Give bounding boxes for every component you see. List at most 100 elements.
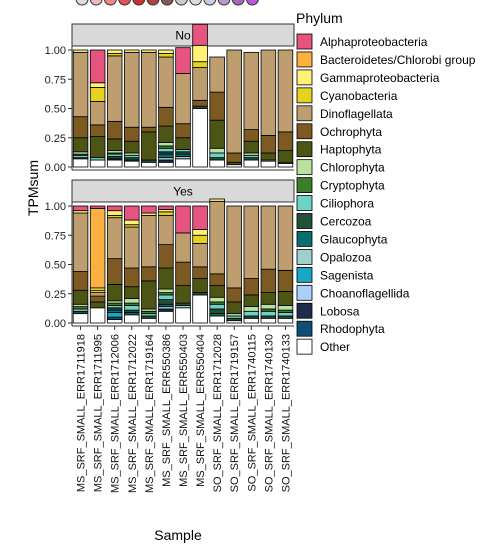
x-tick-label: MS_SRF_SMALL_ERR550403 — [178, 334, 190, 487]
legend-swatch — [296, 231, 313, 247]
bar-segment — [106, 312, 123, 318]
x-axis-title: Sample — [154, 527, 202, 543]
legend-label: Sagenista — [320, 268, 374, 282]
bar-segment — [243, 140, 260, 154]
bar-segment — [175, 285, 191, 304]
top-dot — [245, 0, 259, 6]
bar-segment — [277, 317, 294, 324]
bar-segment — [141, 131, 157, 161]
legend-label: Lobosa — [320, 304, 360, 318]
bar-segment — [243, 317, 260, 324]
bar-segment — [209, 273, 225, 286]
legend-label: Cyanobacteria — [320, 89, 398, 103]
top-dot — [217, 0, 231, 6]
legend-label: Ochrophyta — [320, 125, 382, 139]
y-tick-label: 0.25 — [45, 289, 66, 301]
bar-segment — [277, 49, 294, 133]
y-tick-label: 0.00 — [45, 318, 66, 330]
legend-label: Other — [320, 340, 350, 354]
x-tick-label: MS_SRF_SMALL_ERR1711918 — [76, 334, 88, 492]
bar-segment — [158, 153, 174, 159]
bar-segment — [72, 289, 89, 305]
legend-item: Lobosa — [296, 302, 360, 319]
bar-segment — [192, 99, 208, 107]
y-tick-label: 0.75 — [45, 230, 66, 242]
legend-swatch — [296, 51, 313, 68]
legend-swatch — [296, 105, 313, 122]
bar-segment — [89, 101, 106, 126]
bar-segment — [209, 200, 225, 275]
bar-segment — [72, 205, 89, 212]
bar-segment — [158, 299, 174, 305]
bar-segment — [89, 159, 106, 168]
legend-label: Bacteroidetes/Chlorobi group — [320, 53, 476, 67]
bar-segment — [124, 140, 140, 154]
top-dot — [189, 0, 203, 6]
bar-segment — [226, 287, 242, 303]
bar-segment — [106, 138, 123, 152]
x-tick-label: SO_SRF_SMALL_ERR1712028 — [212, 334, 224, 492]
bar-segment — [106, 159, 123, 168]
bar-segment — [209, 159, 225, 168]
bar-segment — [277, 269, 294, 292]
top-dot — [103, 0, 117, 6]
bar-segment — [209, 198, 225, 202]
legend-label: Gammaproteobacteria — [320, 71, 440, 85]
bar-segment — [192, 294, 208, 324]
bar-segment — [158, 205, 174, 210]
legend-label: Cercozoa — [320, 215, 372, 229]
x-tick-label: SO_SRF_SMALL_ERR1740115 — [246, 334, 258, 492]
legend-label: Rhodophyta — [320, 322, 385, 336]
legend-swatch — [296, 177, 313, 194]
legend-item: Chlorophyta — [296, 159, 385, 176]
bar-segment — [243, 51, 260, 130]
x-tick-label: MS_SRF_SMALL_ERR1711995 — [93, 334, 105, 492]
bar-segment — [158, 56, 174, 108]
x-tick-label: MS_SRF_SMALL_ERR1712006 — [110, 334, 122, 493]
facet-panel-no: No 0.00 0.25 0.50 0.75 1.00 — [45, 23, 295, 174]
bar-segment — [260, 135, 277, 154]
bar-segment — [141, 205, 157, 214]
bar-segment — [124, 205, 140, 221]
legend-swatch — [296, 123, 313, 140]
top-dot — [203, 0, 217, 6]
bar-segment — [158, 267, 174, 290]
bar-segment — [141, 280, 157, 310]
bar-segment — [243, 306, 260, 312]
x-tick-label: SO_SRF_SMALL_ERR1719157 — [229, 334, 241, 492]
bar-segment — [192, 266, 208, 279]
bar-segment — [158, 310, 174, 324]
bar-segment — [260, 152, 277, 161]
bar-segment — [243, 310, 260, 317]
legend-item: Cercozoa — [296, 213, 372, 229]
bar-segment — [89, 292, 106, 297]
legend-swatch — [296, 284, 313, 301]
y-tick-label: 0.25 — [45, 133, 66, 145]
facet-panels: No 0.00 0.25 0.50 0.75 1.00 Yes 0.00 0.25 0.50 0.7… — [45, 23, 295, 330]
bar-segment — [72, 137, 89, 153]
bar-segment — [260, 268, 277, 293]
bar-segment — [141, 317, 157, 324]
bar-segment — [192, 278, 208, 293]
bar-segment — [89, 49, 106, 84]
bar-segment — [106, 49, 123, 54]
bar-segment — [124, 126, 140, 142]
bar-segment — [226, 205, 242, 289]
bar-segment — [141, 266, 157, 282]
x-tick-label: MS_SRF_SMALL_ERR550404 — [195, 334, 207, 487]
legend-item: Glaucophyta — [296, 231, 388, 247]
legend-swatch — [296, 69, 313, 86]
legend-item: Sagenista — [296, 266, 374, 283]
legend-item: Alphaproteobacteria — [296, 33, 428, 50]
bar-segment — [158, 49, 174, 54]
y-tick-label: 0.50 — [45, 104, 66, 116]
bar-segment — [72, 116, 89, 139]
bar-segment — [209, 315, 225, 324]
bar-segment — [124, 314, 140, 324]
bar-segment — [158, 211, 174, 216]
legend-item: Cryptophyta — [296, 177, 385, 194]
x-tick-label: MS_SRF_SMALL_ERR1719164 — [144, 334, 156, 493]
bar-segment — [158, 147, 174, 153]
bar-segment — [158, 142, 174, 147]
legend-label: Cryptophyta — [320, 179, 385, 193]
